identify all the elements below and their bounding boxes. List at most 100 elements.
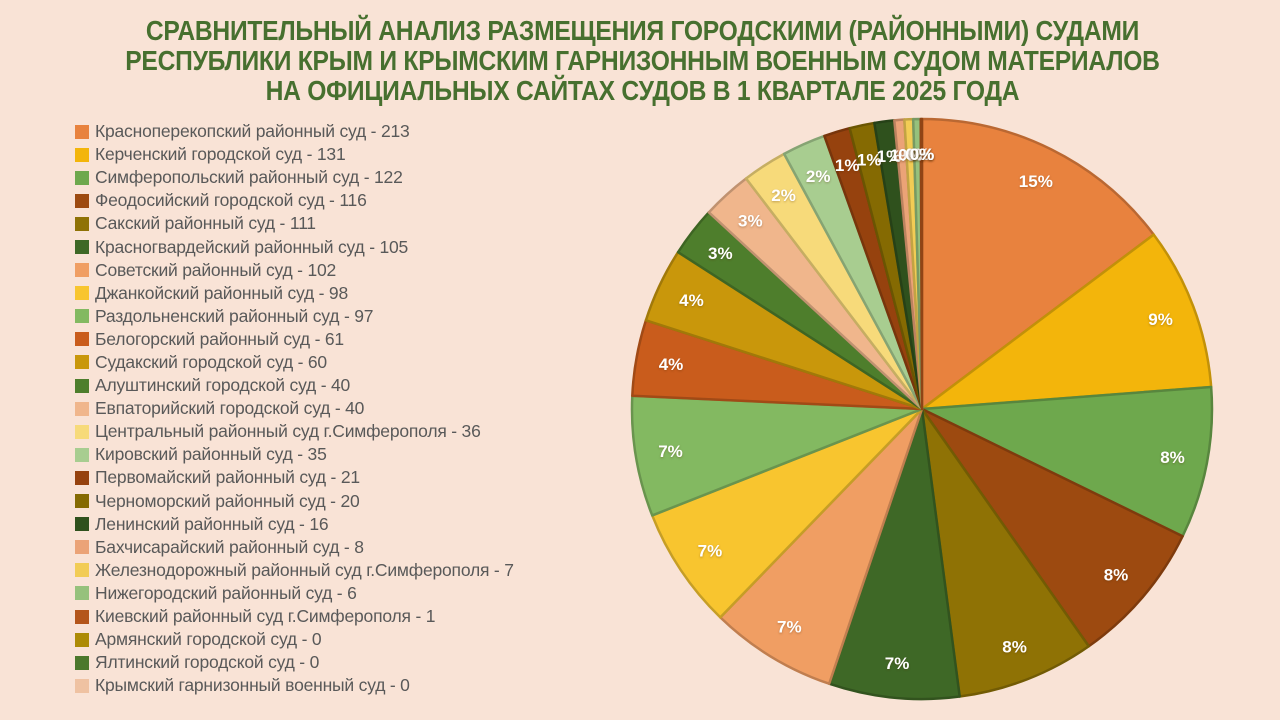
legend-item: Киевский районный суд г.Симферополя - 1 — [75, 605, 514, 628]
legend-item-label: Кировский районный суд - 35 — [95, 444, 327, 465]
legend-swatch — [75, 286, 89, 301]
chart-title-line-1: СРАВНИТЕЛЬНЫЙ АНАЛИЗ РАЗМЕЩЕНИЯ ГОРОДСКИ… — [145, 15, 1140, 46]
pie-slice-label: 8% — [1104, 566, 1129, 585]
pie-slice-label: 9% — [1148, 310, 1173, 329]
pie-slice-label: 4% — [659, 355, 684, 374]
pie-slice-label: 1% — [877, 147, 902, 166]
legend-swatch — [75, 378, 89, 393]
legend-item-label: Ленинский районный суд - 16 — [95, 513, 329, 534]
legend-item: Алуштинский городской суд - 40 — [75, 374, 514, 397]
pie-slice-label: 2% — [806, 167, 831, 186]
legend: Красноперекопский районный суд - 213 Керч… — [75, 120, 514, 697]
pie-slice-label: 3% — [738, 212, 763, 231]
pie-slice — [827, 407, 961, 701]
legend-swatch — [75, 609, 89, 624]
legend-swatch — [75, 401, 89, 416]
legend-swatch — [75, 124, 89, 139]
legend-swatch — [75, 517, 89, 532]
legend-item: Ленинский районный суд - 16 — [75, 513, 514, 536]
legend-item: Феодосийский городской суд - 116 — [75, 189, 514, 212]
legend-swatch — [75, 632, 89, 647]
legend-item-label: Алуштинский городской суд - 40 — [95, 375, 351, 396]
legend-swatch — [75, 240, 89, 255]
legend-item: Керченский городской суд - 131 — [75, 143, 514, 166]
legend-item-label: Раздольненский районный суд - 97 — [95, 305, 374, 326]
pie-slice-label: 7% — [777, 618, 802, 637]
legend-item-label: Киевский районный суд г.Симферополя - 1 — [95, 606, 436, 627]
legend-swatch — [75, 309, 89, 324]
legend-swatch — [75, 655, 89, 670]
legend-swatch — [75, 355, 89, 370]
legend-swatch — [75, 193, 89, 208]
pie-slice-label: 8% — [1002, 638, 1027, 657]
legend-item-label: Первомайский районный суд - 21 — [95, 467, 360, 488]
pie-slice — [920, 385, 1214, 538]
pie-slice-label: 3% — [708, 244, 733, 263]
pie-slice-label: 0% — [909, 145, 934, 164]
legend-item: Раздольненский районный суд - 97 — [75, 305, 514, 328]
pie-slice-label: 2% — [771, 186, 796, 205]
legend-item: Крымский гарнизонный военный суд - 0 — [75, 674, 514, 697]
legend-item-label: Феодосийский городской суд - 116 — [95, 190, 367, 211]
pie-slice — [920, 117, 1155, 411]
legend-item-label: Нижегородский районный суд - 6 — [95, 582, 357, 603]
legend-item-label: Бахчисарайский районный суд - 8 — [95, 536, 364, 557]
pie-slice-label: 7% — [698, 542, 723, 561]
legend-swatch — [75, 263, 89, 278]
pie-slice-label: 8% — [1160, 448, 1185, 467]
pie-slice-label: 0% — [910, 145, 935, 164]
pie-slice-label: 0% — [905, 145, 930, 164]
legend-item: Первомайский районный суд - 21 — [75, 466, 514, 489]
legend-swatch — [75, 447, 89, 462]
pie-slice-label: 0% — [910, 145, 935, 164]
pie-slice-label: 1% — [835, 156, 860, 175]
legend-item: Белогорский районный суд - 61 — [75, 328, 514, 351]
legend-item: Красноперекопский районный суд - 213 — [75, 120, 514, 143]
legend-item-label: Красноперекопский районный суд - 213 — [95, 121, 410, 142]
legend-swatch — [75, 678, 89, 693]
legend-item: Судакский городской суд - 60 — [75, 351, 514, 374]
legend-item: Симферопольский районный суд - 122 — [75, 166, 514, 189]
pie-slice-label: 4% — [679, 291, 704, 310]
legend-item: Джанкойский районный суд - 98 — [75, 282, 514, 305]
legend-swatch — [75, 424, 89, 439]
pie-slice-label: 0% — [898, 145, 923, 164]
legend-item-label: Судакский городской суд - 60 — [95, 351, 327, 372]
legend-swatch — [75, 563, 89, 578]
legend-swatch — [75, 170, 89, 185]
legend-item-label: Симферопольский районный суд - 122 — [95, 167, 403, 188]
legend-swatch — [75, 586, 89, 601]
pie-slice — [920, 407, 1091, 698]
legend-item: Кировский районный суд - 35 — [75, 443, 514, 466]
pie-slice — [920, 233, 1213, 411]
legend-item: Бахчисарайский районный суд - 8 — [75, 536, 514, 559]
legend-item-label: Керченский городской суд - 131 — [95, 144, 346, 165]
pie-slice-label: 15% — [1019, 172, 1053, 191]
legend-item: Красногвардейский районный суд - 105 — [75, 235, 514, 258]
legend-swatch — [75, 332, 89, 347]
legend-item-label: Советский районный суд - 102 — [95, 259, 337, 280]
pie-slice — [919, 117, 924, 411]
pie-slice-label: 7% — [885, 654, 910, 673]
chart-title-line-3: НА ОФИЦИАЛЬНЫХ САЙТАХ СУДОВ В 1 КВАРТАЛЕ… — [265, 75, 1020, 106]
legend-item: Центральный районный суд г.Симферополя -… — [75, 420, 514, 443]
legend-swatch — [75, 494, 89, 509]
legend-item-label: Черноморский районный суд - 20 — [95, 490, 360, 511]
legend-item: Евпаторийский городской суд - 40 — [75, 397, 514, 420]
legend-item-label: Железнодорожный районный суд г.Симферопо… — [95, 559, 514, 580]
legend-swatch — [75, 147, 89, 162]
pie-slice — [650, 407, 924, 619]
legend-item-label: Центральный районный суд г.Симферополя -… — [95, 421, 481, 442]
legend-item-label: Армянский городской суд - 0 — [95, 629, 322, 650]
legend-item-label: Евпаторийский городской суд - 40 — [95, 398, 365, 419]
pie-slice-label: 1% — [857, 151, 882, 170]
legend-item: Сакский районный суд - 111 — [75, 212, 514, 235]
legend-item: Черноморский районный суд - 20 — [75, 490, 514, 513]
legend-item-label: Белогорский районный суд - 61 — [95, 328, 344, 349]
legend-item-label: Сакский районный суд - 111 — [95, 213, 316, 234]
pie-slice-label: 0% — [910, 145, 935, 164]
chart-title: СРАВНИТЕЛЬНЫЙ АНАЛИЗ РАЗМЕЩЕНИЯ ГОРОДСКИ… — [79, 16, 1205, 106]
pie-slice — [719, 407, 924, 685]
chart-title-line-2: РЕСПУБЛИКИ КРЫМ И КРЫМСКИМ ГАРНИЗОННЫМ В… — [125, 45, 1160, 76]
